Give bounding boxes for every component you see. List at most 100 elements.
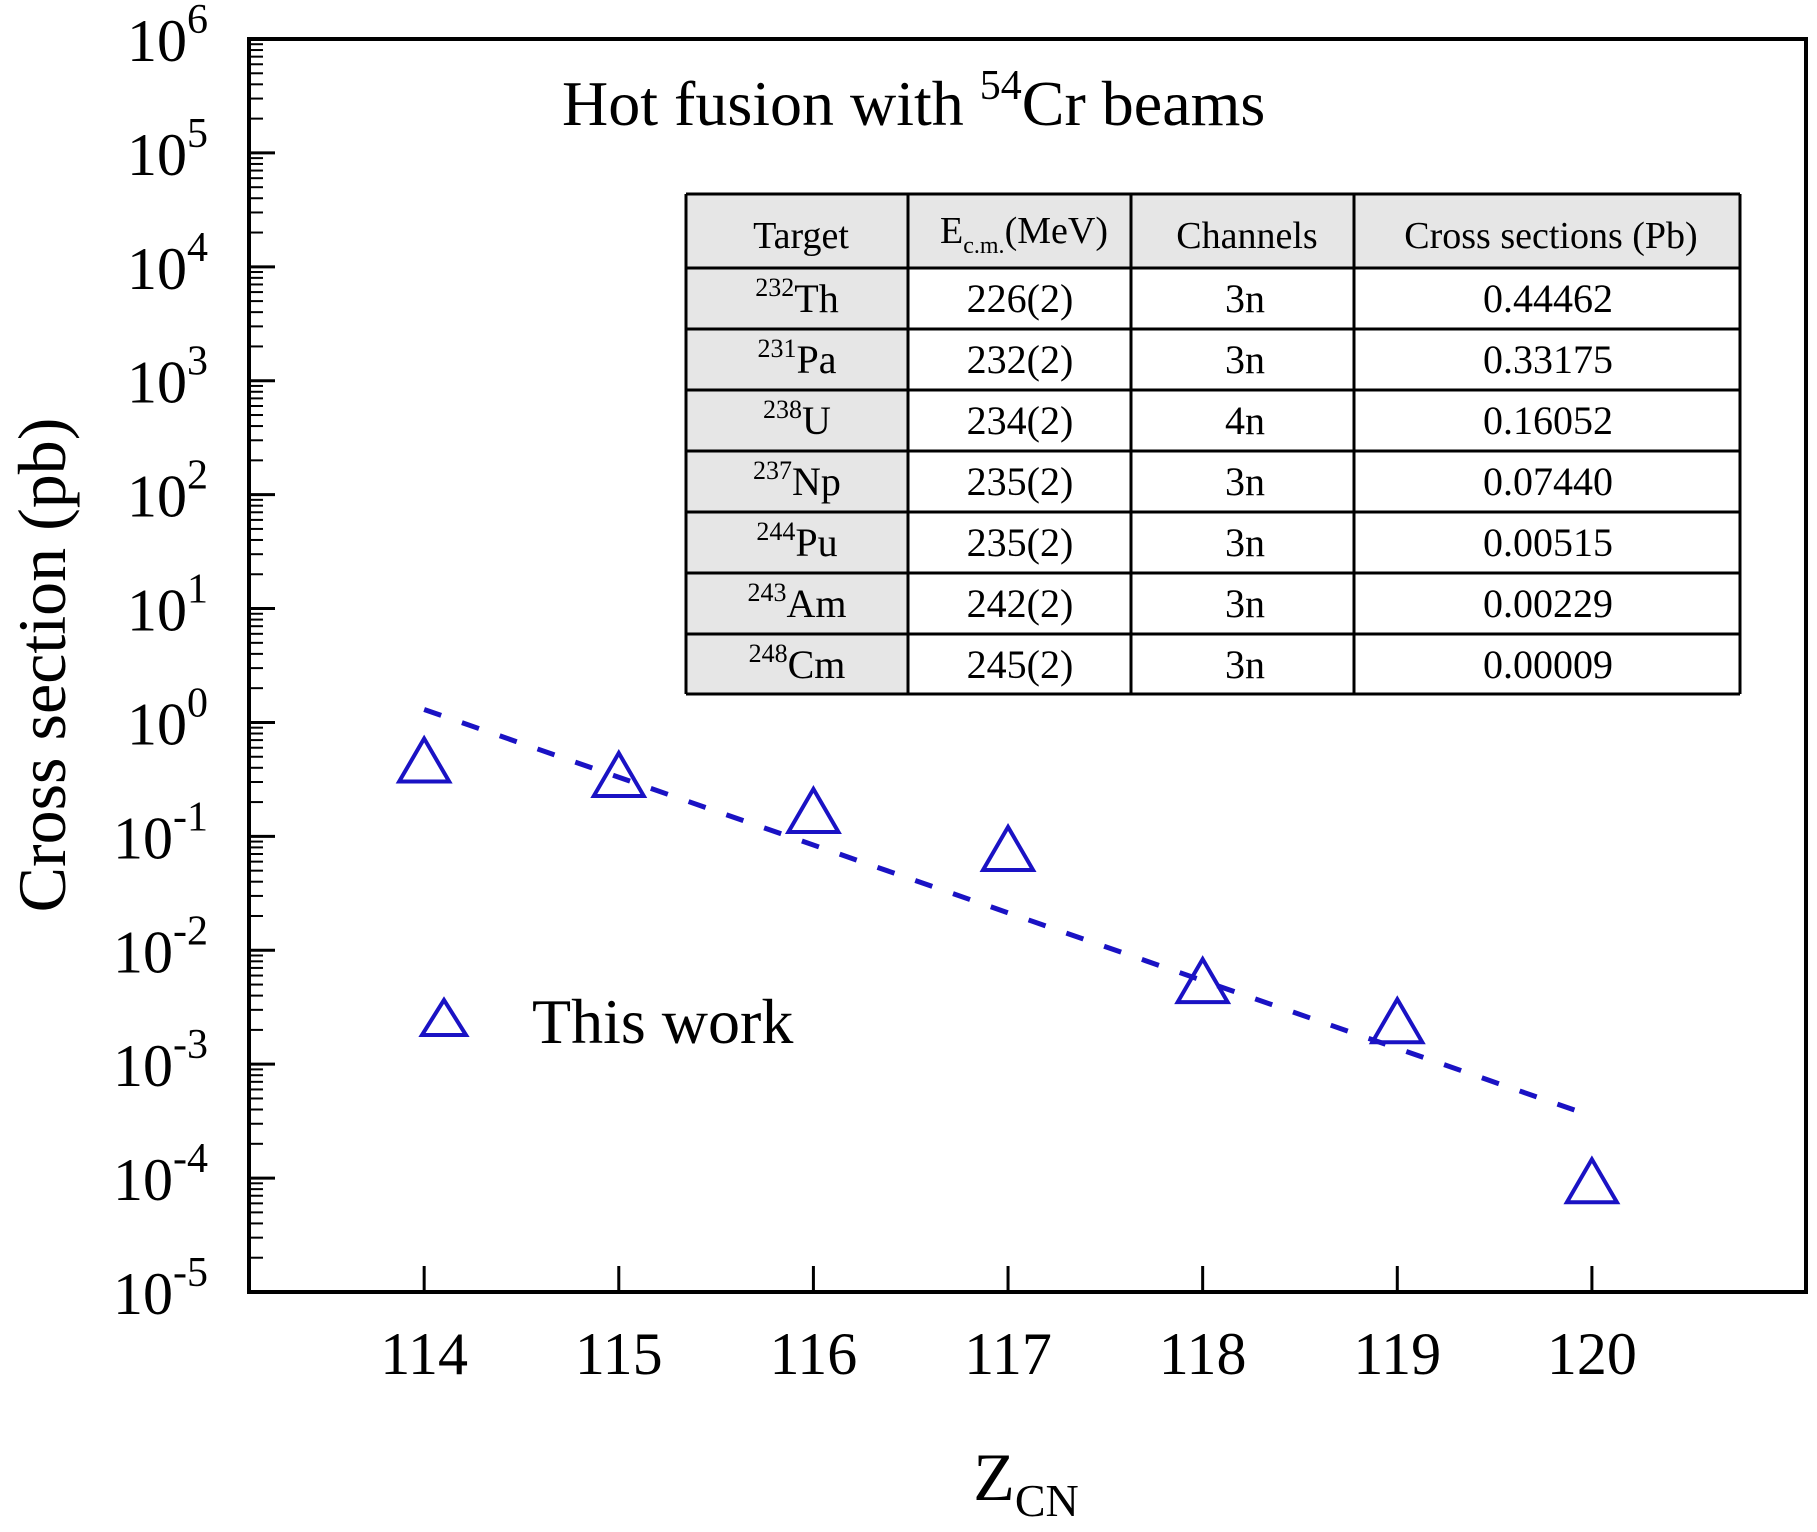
x-tick-label: 114 [380, 1321, 468, 1387]
table-cell-channel: 3n [1225, 581, 1265, 626]
inset-title-suffix: Cr beams [1022, 68, 1266, 139]
data-point-triangle [1563, 1155, 1621, 1205]
y-tick-label-base: 10 [113, 1147, 173, 1213]
legend-label: This work [532, 986, 793, 1057]
x-axis-title: ZCN [973, 1439, 1078, 1526]
table-cell-channel: 3n [1225, 459, 1265, 504]
y-axis: 10610510410310210110010-110-210-310-410-… [113, 0, 275, 1327]
y-tick-label-exponent: 3 [187, 339, 208, 385]
y-tick-label-base: 10 [127, 236, 187, 302]
trend-dashed-line [423, 707, 1593, 1119]
y-tick-label: 101 [127, 567, 208, 644]
table-header-energy-main: E [940, 210, 963, 252]
target-mass-number: 243 [748, 578, 787, 607]
y-tick-label-exponent: -3 [173, 1022, 208, 1068]
y-tick-label-base: 10 [113, 805, 173, 871]
table-cell-energy: 235(2) [967, 459, 1074, 504]
y-tick-label-exponent: -2 [173, 908, 208, 954]
x-axis-title-sub: CN [1015, 1475, 1079, 1526]
y-tick-label: 106 [127, 0, 208, 74]
target-mass-number: 248 [749, 639, 788, 668]
inset-table: Target Ec.m.(MeV) Channels Cross section… [684, 192, 1742, 696]
target-mass-number: 232 [755, 273, 794, 302]
table-header-energy-unit: (MeV) [1005, 210, 1108, 252]
plot-frame [247, 37, 1808, 1294]
target-mass-number: 244 [756, 517, 795, 546]
y-tick-label: 102 [127, 453, 208, 530]
table-cell-channel: 3n [1225, 520, 1265, 565]
table-cell-energy: 242(2) [967, 581, 1074, 626]
y-tick-label: 105 [127, 111, 208, 188]
data-point-triangle [1174, 955, 1232, 1005]
table-cell-cross-section: 0.33175 [1483, 337, 1613, 382]
table-cell-channel: 3n [1225, 642, 1265, 687]
table-header-bg [686, 194, 1740, 268]
legend: This work [418, 986, 793, 1057]
data-point-triangle [590, 749, 648, 799]
y-tick-label: 10-3 [113, 1022, 208, 1099]
table-rows: 232Th 226(2) 3n 0.44462 231Pa 232(2) 3n 0.33175… [748, 273, 1614, 687]
inset-title-prefix: Hot fusion with [562, 68, 980, 139]
x-tick-label: 117 [964, 1321, 1052, 1387]
table-cell-target: 248Cm [749, 639, 846, 687]
y-tick-label-base: 10 [113, 1261, 173, 1327]
data-point-triangle [979, 823, 1037, 872]
y-tick-label-exponent: 5 [187, 111, 208, 157]
table-cell-target: 244Pu [756, 517, 837, 565]
table-cell-energy: 234(2) [967, 398, 1074, 443]
x-axis-title-main: Z [973, 1439, 1015, 1515]
table-header-energy-sub: c.m. [963, 233, 1004, 259]
x-axis: 114 115 116 117 118 119 120 [380, 1266, 1637, 1387]
target-element: U [802, 398, 831, 443]
table-cell-channel: 3n [1225, 337, 1265, 382]
data-point-triangle [395, 734, 453, 784]
data-point-triangle [784, 784, 842, 834]
inset-title: Hot fusion with 54Cr beams [562, 63, 1265, 139]
table-cell-target: 243Am [748, 578, 847, 626]
y-tick-label-exponent: 6 [187, 0, 208, 43]
data-point-triangle [1368, 995, 1426, 1045]
table-cell-channel: 4n [1225, 398, 1265, 443]
x-tick-label: 120 [1547, 1321, 1637, 1387]
target-element: Am [787, 581, 847, 626]
table-cell-cross-section: 0.00515 [1483, 520, 1613, 565]
legend-triangle-marker [418, 996, 470, 1037]
inset-title-sup: 54 [980, 63, 1022, 109]
y-tick-label-base: 10 [113, 1033, 173, 1099]
y-axis-title: Cross section (pb) [4, 418, 80, 913]
y-tick-label: 100 [127, 680, 208, 757]
x-tick-label: 116 [770, 1321, 858, 1387]
x-tick-label: 115 [575, 1321, 663, 1387]
x-tick-label: 118 [1159, 1321, 1247, 1387]
series-layer [395, 707, 1621, 1205]
y-tick-label-exponent: 2 [187, 453, 208, 499]
table-cell-cross-section: 0.07440 [1483, 459, 1613, 504]
x-tick-label: 119 [1353, 1321, 1441, 1387]
table-cell-target: 238U [763, 395, 831, 443]
table-cell-energy: 226(2) [967, 276, 1074, 321]
target-mass-number: 237 [753, 456, 792, 485]
y-tick-label: 103 [127, 339, 208, 416]
table-cell-target: 231Pa [758, 334, 837, 382]
table-cell-energy: 235(2) [967, 520, 1074, 565]
table-first-col-bg [686, 268, 908, 694]
y-tick-label: 10-5 [113, 1250, 208, 1327]
y-tick-label-exponent: 0 [187, 680, 208, 726]
y-tick-label-exponent: -5 [173, 1250, 208, 1296]
table-cell-cross-section: 0.00229 [1483, 581, 1613, 626]
table-cell-energy: 232(2) [967, 337, 1074, 382]
y-tick-label: 10-2 [113, 908, 208, 985]
y-tick-label: 10-1 [113, 794, 208, 871]
y-tick-label-base: 10 [113, 919, 173, 985]
table-cell-cross-section: 0.00009 [1483, 642, 1613, 687]
y-tick-label: 104 [127, 225, 208, 302]
y-tick-label-base: 10 [127, 122, 187, 188]
y-tick-label-exponent: -1 [173, 794, 208, 840]
target-element: Np [792, 459, 841, 504]
table-header-channels: Channels [1176, 215, 1317, 257]
target-element: Pu [795, 520, 837, 565]
y-tick-label-base: 10 [127, 8, 187, 74]
y-tick-label-base: 10 [127, 350, 187, 416]
